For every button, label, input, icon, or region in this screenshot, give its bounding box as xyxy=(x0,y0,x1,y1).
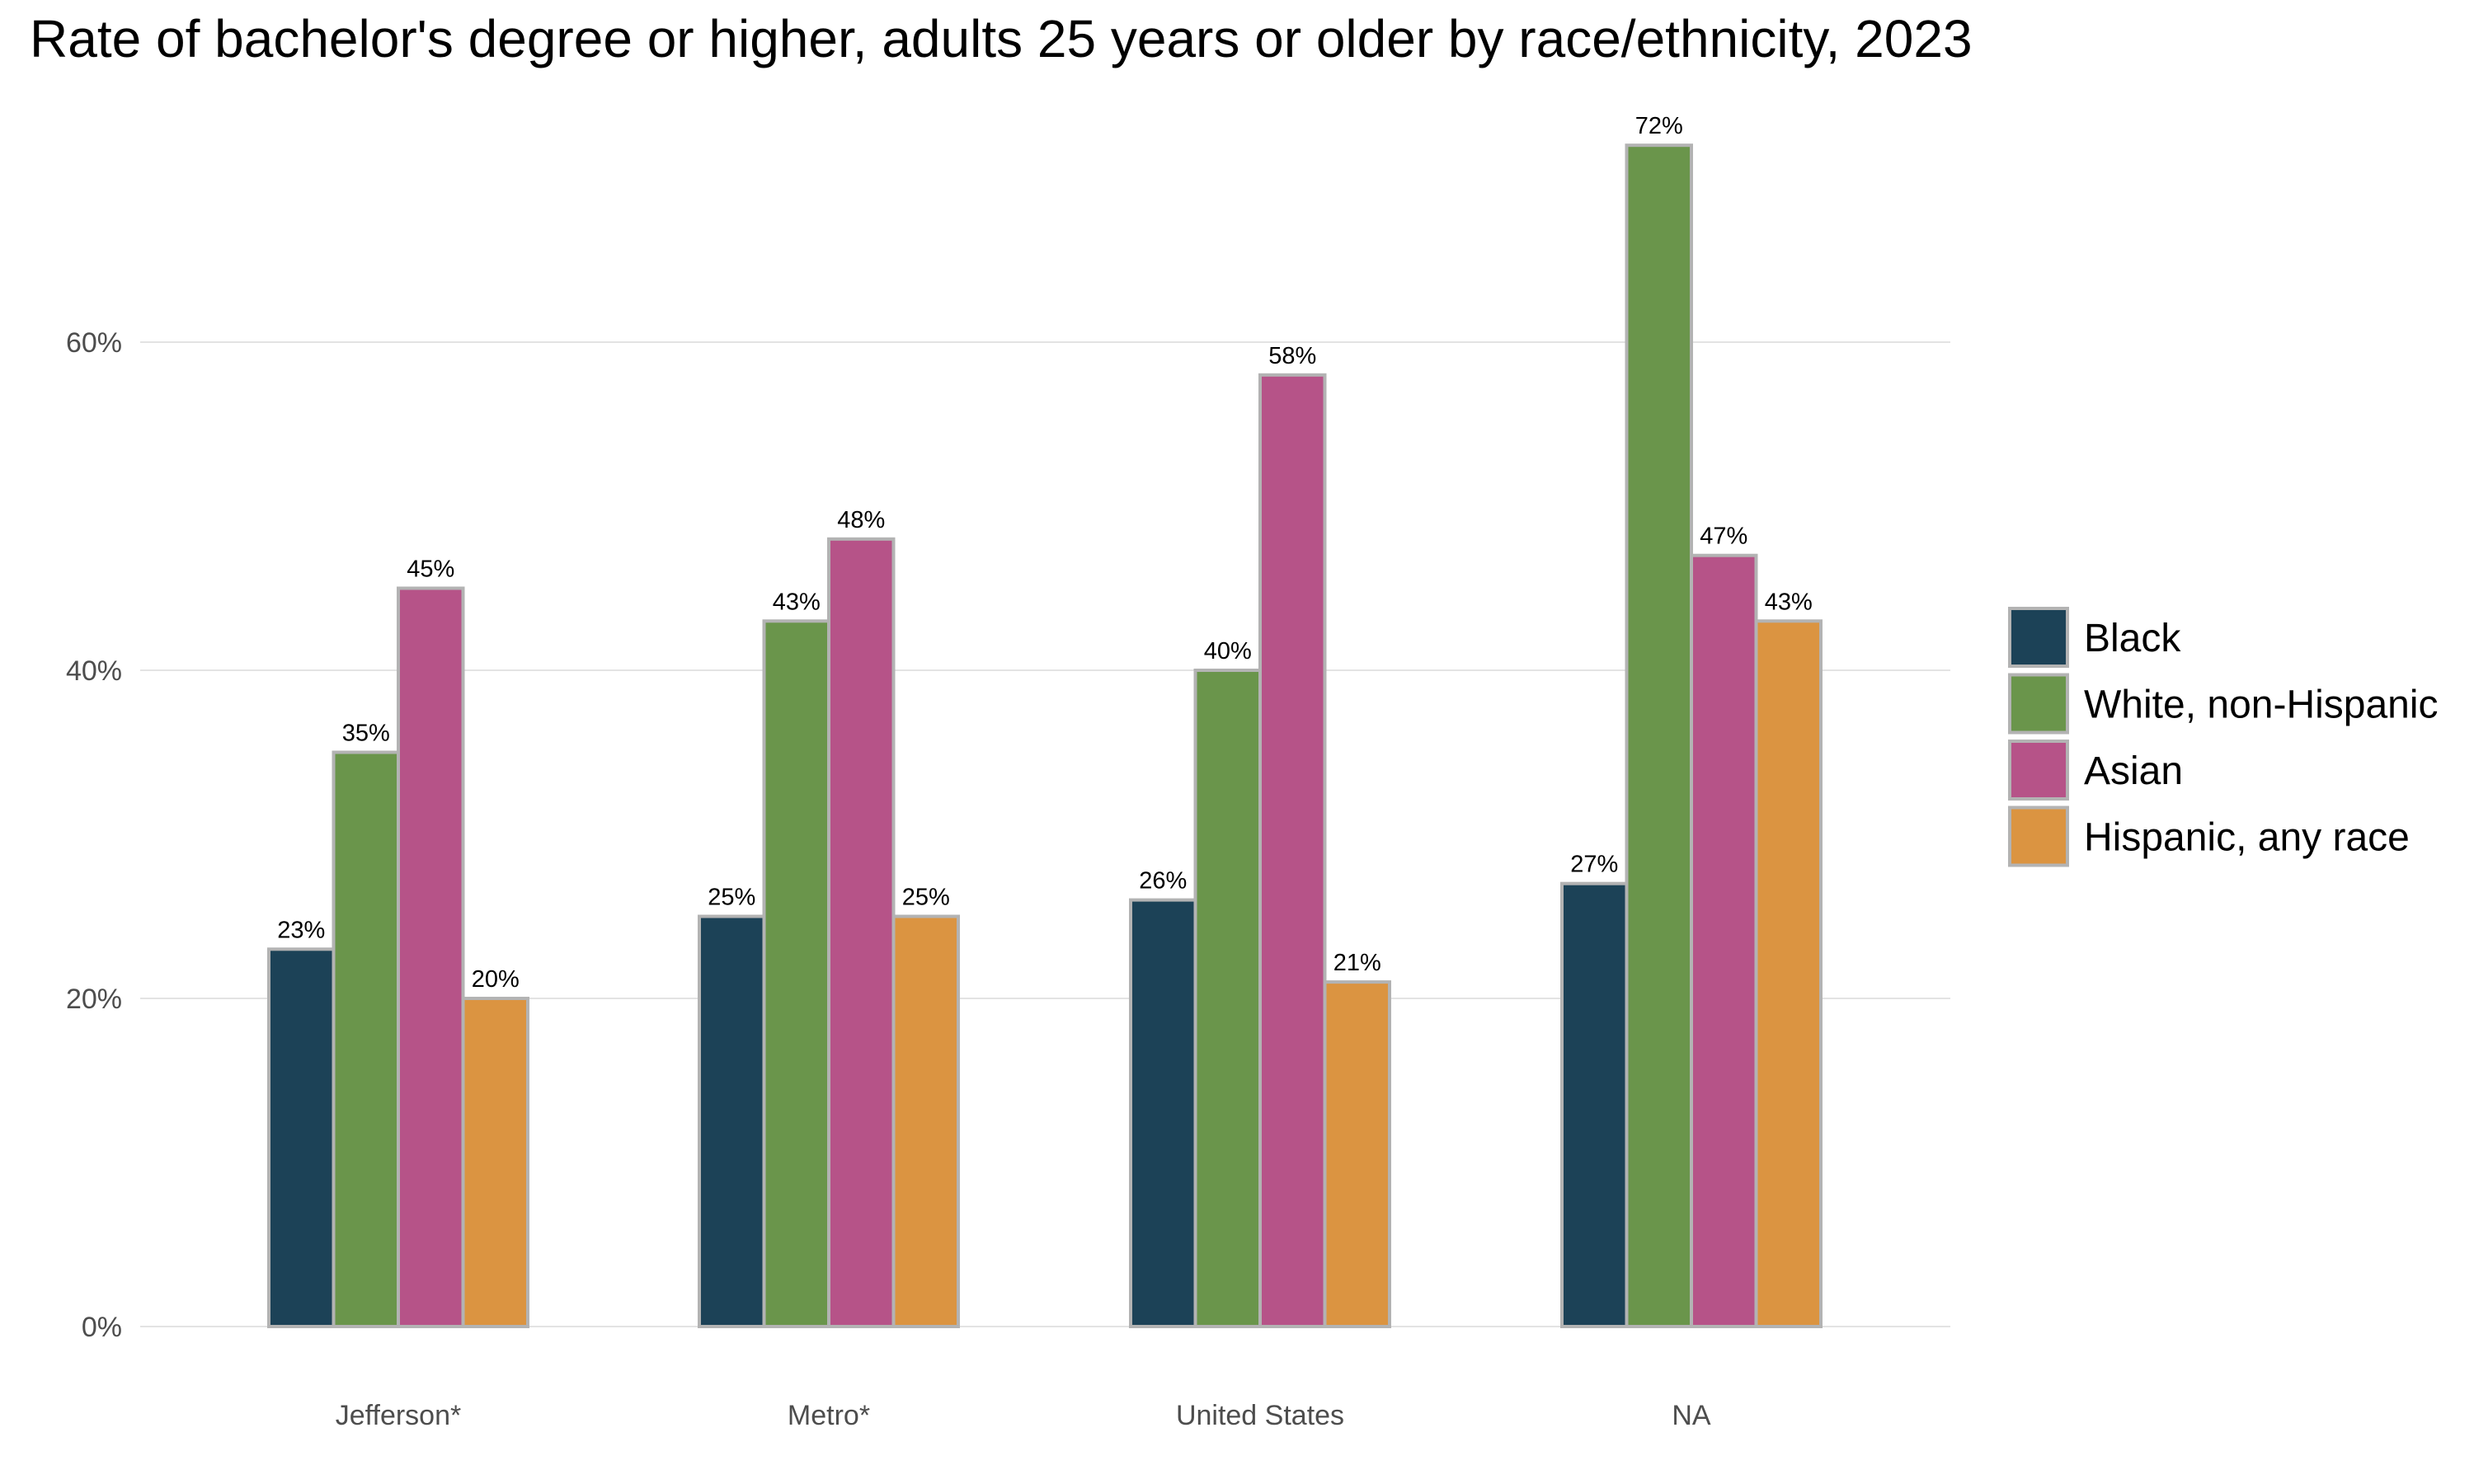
data-label: 47% xyxy=(1700,524,1747,550)
data-label: 25% xyxy=(708,885,755,911)
x-tick-label: NA xyxy=(1672,1400,1711,1431)
bar xyxy=(827,537,896,1328)
bar xyxy=(332,750,400,1328)
data-label: 40% xyxy=(1204,638,1252,665)
data-label: 72% xyxy=(1635,113,1683,139)
data-label: 35% xyxy=(342,721,390,747)
x-tick-label: United States xyxy=(1176,1400,1344,1431)
bar xyxy=(1129,898,1197,1328)
data-label: 58% xyxy=(1268,343,1316,369)
bar xyxy=(762,619,830,1328)
data-label: 20% xyxy=(472,966,520,993)
bar xyxy=(698,914,766,1328)
data-label: 21% xyxy=(1333,950,1381,976)
y-tick-label: 0% xyxy=(82,1312,122,1343)
bar xyxy=(1625,143,1693,1329)
y-tick-label: 20% xyxy=(66,984,122,1015)
data-label: 43% xyxy=(773,589,821,615)
data-label: 25% xyxy=(902,885,950,911)
data-label: 45% xyxy=(407,556,454,583)
bar xyxy=(1323,980,1391,1328)
data-label: 43% xyxy=(1765,589,1813,615)
legend-key xyxy=(2008,805,2069,867)
bar xyxy=(891,914,960,1328)
bar xyxy=(1690,553,1758,1328)
bar xyxy=(461,997,529,1328)
data-label: 23% xyxy=(277,917,325,943)
bar xyxy=(1560,881,1629,1328)
y-tick-label: 60% xyxy=(66,327,122,359)
legend-key xyxy=(2008,607,2069,668)
legend-key xyxy=(2008,673,2069,735)
legend-key xyxy=(2008,740,2069,801)
data-label: 27% xyxy=(1570,852,1618,878)
legend-label: White, non-Hispanic xyxy=(2084,683,2439,727)
legend-label: Black xyxy=(2084,617,2181,660)
legend-label: Hispanic, any race xyxy=(2084,816,2410,860)
bar xyxy=(1193,669,1262,1328)
x-tick-label: Metro* xyxy=(788,1400,870,1431)
bar xyxy=(397,586,465,1328)
data-label: 26% xyxy=(1139,868,1187,895)
y-tick-label: 40% xyxy=(66,655,122,687)
bar xyxy=(1754,619,1823,1328)
x-tick-label: Jefferson* xyxy=(336,1400,461,1431)
bar xyxy=(267,947,336,1329)
data-label: 48% xyxy=(837,507,885,533)
legend-label: Asian xyxy=(2084,749,2183,793)
bar xyxy=(1258,373,1327,1328)
chart-title: Rate of bachelor's degree or higher, adu… xyxy=(30,9,1973,68)
